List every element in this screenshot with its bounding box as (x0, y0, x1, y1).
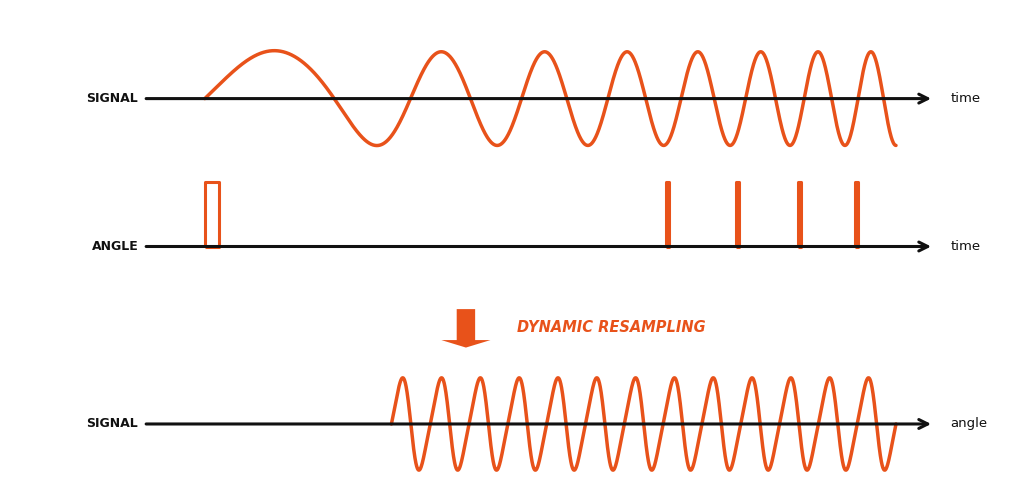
Text: angle: angle (950, 418, 987, 430)
Text: time: time (950, 240, 980, 253)
Text: ANGLE: ANGLE (91, 240, 138, 253)
Text: DYNAMIC RESAMPLING: DYNAMIC RESAMPLING (517, 320, 706, 335)
Text: SIGNAL: SIGNAL (86, 92, 138, 105)
Text: time: time (950, 92, 980, 105)
Polygon shape (441, 309, 490, 348)
Text: SIGNAL: SIGNAL (86, 418, 138, 430)
